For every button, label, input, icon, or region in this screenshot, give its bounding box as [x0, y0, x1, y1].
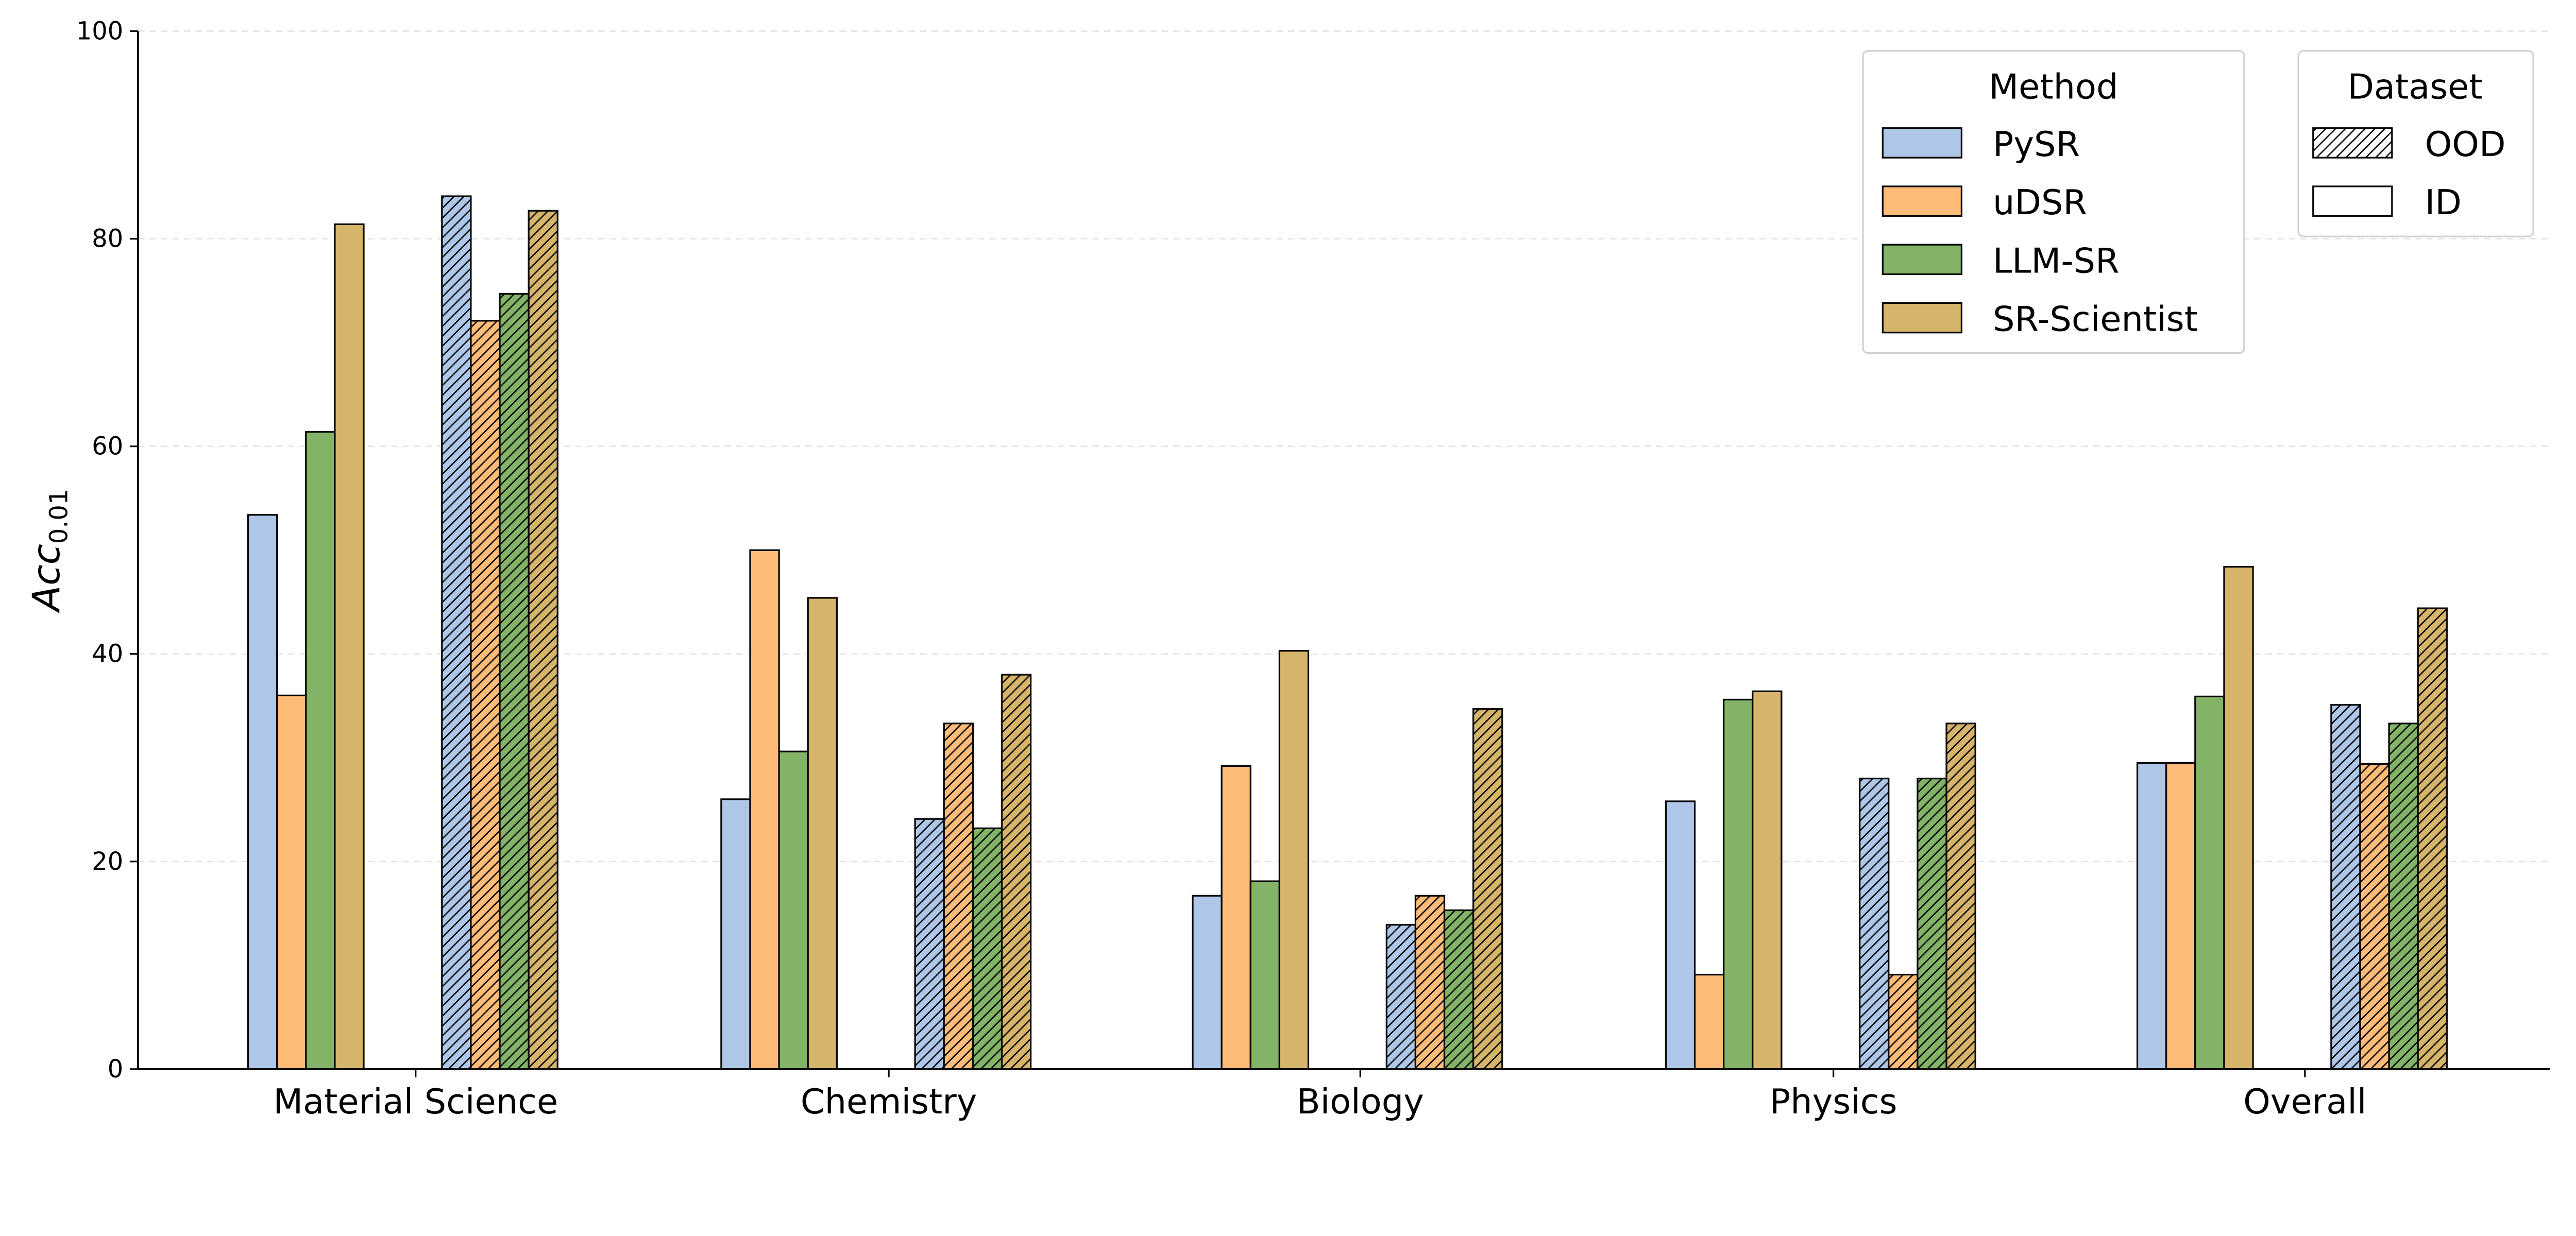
- bar-sr-scientist-id: [807, 597, 838, 1070]
- bar-llm-sr-id: [1723, 698, 1754, 1070]
- legend-label: SR-Scientist: [1993, 299, 2198, 339]
- legend-label: LLM-SR: [1993, 241, 2120, 281]
- bar-pysr-id: [1665, 800, 1696, 1070]
- legend-swatch-udsr: [1882, 185, 1962, 217]
- bar-sr-scientist-ood-hatch: [1002, 675, 1031, 1069]
- legend-dataset-title: Dataset: [2347, 66, 2482, 107]
- bar-llm-sr-ood-hatch: [500, 294, 529, 1069]
- bar-udsr-id: [1693, 973, 1725, 1070]
- bars: [247, 195, 2448, 1070]
- x-tick-label: Biology: [1297, 1082, 1424, 1122]
- bar-llm-sr-ood-hatch: [973, 828, 1002, 1069]
- bar-pysr-ood-hatch: [915, 819, 944, 1069]
- bar-pysr-ood-hatch: [1386, 924, 1416, 1069]
- legend-dataset: Dataset OOD ID: [2297, 50, 2534, 237]
- x-tick-label: Material Science: [273, 1082, 558, 1122]
- legend-label: ID: [2425, 182, 2462, 222]
- x-tick-label: Overall: [2243, 1082, 2366, 1122]
- bar-sr-scientist-ood-hatch: [1946, 723, 1976, 1069]
- bar-llm-sr-id: [2194, 695, 2225, 1070]
- bar-pysr-ood-hatch: [2331, 705, 2360, 1069]
- y-tick-label: 40: [92, 640, 123, 668]
- legend-swatch-ood: [2312, 127, 2393, 159]
- legend-method-title: Method: [1989, 66, 2118, 107]
- legend-method: Method PySR uDSR LLM-SR SR-Scientist: [1862, 50, 2245, 354]
- bar-llm-sr-id: [1249, 880, 1280, 1070]
- legend-swatch-pysr: [1882, 127, 1962, 159]
- bar-llm-sr-ood-hatch: [1917, 778, 1947, 1069]
- bar-pysr-id: [720, 798, 751, 1070]
- bar-sr-scientist-id: [1752, 690, 1783, 1070]
- legend-label: OOD: [2425, 124, 2506, 164]
- bar-udsr-id: [749, 549, 780, 1070]
- bar-sr-scientist-id: [334, 223, 365, 1070]
- legend-swatch-sr-scientist: [1882, 302, 1962, 334]
- y-ticks: 0 20 40 60 80 100: [76, 18, 138, 1084]
- bar-udsr-ood-hatch: [1415, 896, 1445, 1069]
- bar-sr-scientist-id: [2223, 565, 2254, 1070]
- bar-llm-sr-id: [305, 431, 336, 1070]
- bar-llm-sr-ood-hatch: [1444, 910, 1473, 1069]
- bar-pysr-id: [2136, 762, 2167, 1070]
- y-tick-label: 20: [92, 848, 123, 876]
- bar-llm-sr-id: [778, 750, 809, 1070]
- bar-udsr-id: [276, 694, 307, 1070]
- legend-swatch-id: [2312, 185, 2393, 217]
- bar-udsr-id: [2165, 762, 2196, 1070]
- legend-dataset-entries: OOD ID: [2312, 124, 2506, 222]
- bar-udsr-ood-hatch: [2360, 764, 2389, 1069]
- bar-pysr-ood-hatch: [1859, 778, 1889, 1069]
- y-tick-label: 60: [92, 433, 123, 461]
- bar-udsr-ood-hatch: [1888, 974, 1918, 1069]
- bar-llm-sr-ood-hatch: [2389, 723, 2418, 1069]
- legend-swatch-llm-sr: [1882, 244, 1962, 276]
- bar-sr-scientist-ood-hatch: [1473, 709, 1502, 1069]
- legend-label: PySR: [1993, 124, 2080, 164]
- y-tick-label: 0: [108, 1055, 123, 1084]
- bar-udsr-ood-hatch: [470, 320, 500, 1069]
- y-axis-label-main: Acc: [25, 544, 69, 613]
- bar-pysr-ood-hatch: [442, 196, 471, 1069]
- y-tick-label: 100: [76, 18, 123, 46]
- bar-chart: 0 20 40 60 80 100 Material Science Chemistry Bi…: [25, 18, 2550, 1122]
- bar-sr-scientist-id: [1278, 650, 1310, 1070]
- bar-sr-scientist-ood-hatch: [2418, 608, 2447, 1069]
- axes: [137, 31, 2550, 1070]
- x-tick-label: Physics: [1770, 1082, 1897, 1122]
- y-tick-label: 80: [92, 225, 123, 253]
- bar-sr-scientist-ood-hatch: [529, 211, 558, 1069]
- bar-udsr-ood-hatch: [944, 723, 973, 1069]
- legend-method-entries: PySR uDSR LLM-SR SR-Scientist: [1882, 124, 2198, 339]
- y-axis-label: Acc0.01: [25, 489, 74, 613]
- bar-pysr-id: [247, 514, 278, 1070]
- x-ticks: Material Science Chemistry Biology Physics O…: [273, 1069, 2366, 1122]
- bar-udsr-id: [1221, 765, 1251, 1070]
- bar-pysr-id: [1192, 895, 1223, 1070]
- y-axis-label-subscript: 0.01: [45, 489, 74, 544]
- legend-method-frame: [1862, 50, 2245, 354]
- x-tick-label: Chemistry: [801, 1082, 977, 1122]
- legend-label: uDSR: [1993, 182, 2087, 222]
